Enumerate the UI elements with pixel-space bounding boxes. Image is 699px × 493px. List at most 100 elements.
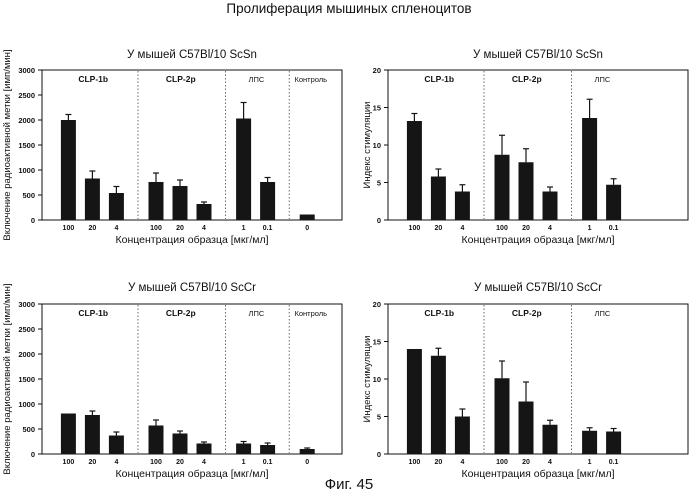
bar [455, 192, 470, 221]
bar [61, 414, 76, 455]
y-tick-label: 1500 [18, 375, 35, 384]
chart-title: У мышей C57Bl/10 ScCr [128, 282, 256, 294]
group-label: CLP-2p [512, 74, 542, 84]
group-label: ЛПС [595, 309, 611, 318]
chart-title: У мышей C57Bl/10 ScCr [474, 282, 602, 294]
bar [495, 378, 510, 454]
x-tick-label: 100 [409, 459, 421, 466]
x-tick-label: 4 [114, 225, 118, 232]
x-tick-label: 0.1 [609, 225, 619, 232]
x-tick-label: 4 [460, 225, 464, 232]
bar [407, 121, 422, 220]
x-tick-label: 20 [435, 459, 443, 466]
y-tick-label: 10 [373, 141, 381, 150]
x-tick-label: 20 [435, 225, 443, 232]
group-label: Контроль [295, 309, 328, 318]
bar [606, 432, 621, 455]
y-tick-label: 5 [377, 179, 381, 188]
y-tick-label: 2000 [18, 116, 35, 125]
x-tick-label: 0.1 [609, 459, 619, 466]
bar [431, 177, 446, 221]
x-axis-label: Концентрация образца [мкг/мл] [462, 234, 615, 246]
y-tick-label: 2000 [18, 350, 35, 359]
x-axis-label: Концентрация образца [мкг/мл] [116, 468, 269, 480]
x-axis-label: Концентрация образца [мкг/мл] [462, 468, 615, 480]
y-tick-label: 15 [373, 104, 381, 113]
x-axis-label: Концентрация образца [мкг/мл] [116, 234, 269, 246]
x-tick-label: 20 [176, 225, 184, 232]
chart-panel-2: У мышей C57Bl/10 ScSnИндекс стимуляцииКо… [362, 49, 688, 246]
group-label: CLP-1b [78, 74, 108, 84]
x-tick-label: 100 [63, 459, 75, 466]
y-tick-label: 1000 [18, 400, 35, 409]
bar [260, 445, 275, 454]
group-label: ЛПС [595, 75, 611, 84]
x-tick-label: 4 [460, 459, 464, 466]
y-axis-label: Индекс стимуляции [362, 336, 373, 423]
bar [197, 204, 212, 220]
bar [543, 192, 558, 221]
y-tick-label: 0 [31, 216, 35, 225]
x-tick-label: 100 [496, 459, 508, 466]
bar [85, 179, 100, 221]
y-tick-label: 500 [22, 425, 35, 434]
x-tick-label: 1 [588, 225, 592, 232]
chart-title: У мышей C57Bl/10 ScSn [127, 49, 257, 61]
x-tick-label: 20 [89, 459, 97, 466]
bar [519, 162, 534, 220]
y-axis-label: Индекс стимуляции [362, 102, 373, 189]
figure-canvas: Пролиферация мышиных спленоцитов Фиг. 45… [0, 0, 699, 493]
y-tick-label: 500 [22, 191, 35, 200]
group-label: CLP-1b [424, 74, 454, 84]
y-tick-label: 20 [373, 300, 381, 309]
x-tick-label: 100 [496, 225, 508, 232]
group-label: Контроль [295, 75, 328, 84]
bar [85, 415, 100, 454]
y-axis-label: Включение радиоактивной метки [имп/мин] [2, 49, 13, 240]
figure-title: Пролиферация мышиных спленоцитов [226, 1, 471, 16]
group-label: CLP-2p [166, 308, 196, 318]
bar [173, 434, 188, 455]
y-tick-label: 0 [31, 450, 35, 459]
x-tick-label: 100 [409, 225, 421, 232]
x-tick-label: 4 [202, 459, 206, 466]
bar [236, 444, 251, 455]
x-tick-label: 100 [63, 225, 75, 232]
x-tick-label: 20 [89, 225, 97, 232]
y-axis-label: Включение радиоактивной метки [имп/мин] [2, 283, 13, 474]
bar [606, 185, 621, 220]
chart-panel-1: У мышей C57Bl/10 ScSn Включение радиоакти… [2, 49, 342, 246]
x-tick-label: 4 [548, 459, 552, 466]
x-tick-label: 0 [305, 459, 309, 466]
y-tick-label: 3000 [18, 300, 35, 309]
y-tick-label: 2500 [18, 91, 35, 100]
x-tick-label: 20 [176, 459, 184, 466]
bar [582, 118, 597, 220]
bar [260, 182, 275, 220]
y-tick-label: 5 [377, 413, 381, 422]
x-tick-label: 20 [522, 225, 530, 232]
x-tick-label: 1 [588, 459, 592, 466]
figure-caption: Фиг. 45 [325, 476, 373, 493]
chart-panel-3: У мышей C57Bl/10 ScCr Включение радиоакти… [2, 282, 342, 480]
bar [109, 436, 124, 455]
bar [455, 417, 470, 455]
bar [300, 215, 315, 221]
y-tick-label: 20 [373, 66, 381, 75]
group-label: CLP-1b [424, 308, 454, 318]
bar [236, 119, 251, 221]
y-tick-label: 3000 [18, 66, 35, 75]
x-tick-label: 1 [242, 459, 246, 466]
y-tick-label: 0 [377, 450, 381, 459]
bar [407, 349, 422, 454]
group-label: ЛПС [249, 309, 265, 318]
bar [582, 431, 597, 454]
y-tick-label: 1500 [18, 141, 35, 150]
group-label: CLP-2p [512, 308, 542, 318]
x-tick-label: 100 [150, 459, 162, 466]
x-tick-label: 0 [305, 225, 309, 232]
x-tick-label: 0.1 [263, 225, 273, 232]
bar [495, 155, 510, 220]
bar [61, 120, 76, 220]
y-tick-label: 15 [373, 338, 381, 347]
